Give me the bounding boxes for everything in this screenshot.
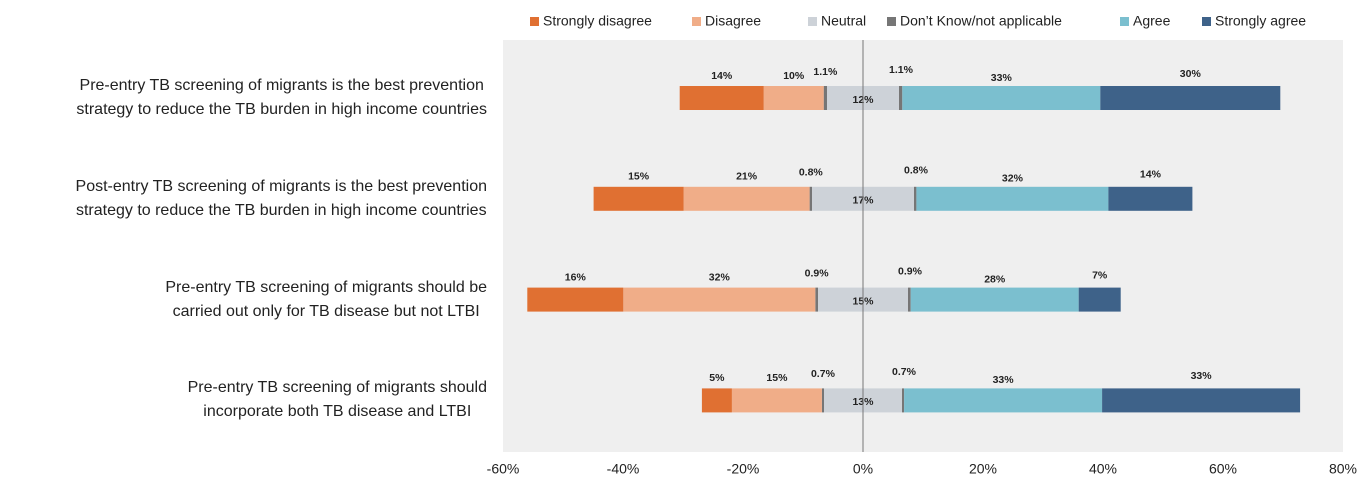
x-tick-label: 60%: [1209, 461, 1237, 477]
bar-segment: [1108, 186, 1193, 211]
value-label: 33%: [991, 72, 1013, 84]
bar-segment: [701, 388, 732, 413]
value-label: 5%: [709, 372, 725, 384]
bar-segment: [815, 287, 818, 312]
legend-label: Agree: [1133, 13, 1171, 29]
category-text: Pre-entry TB screening of migrants shoul…: [187, 379, 487, 421]
bar-segment: [679, 86, 764, 110]
bar-segment: [908, 287, 911, 312]
value-label: 33%: [993, 374, 1015, 386]
value-label: 15%: [628, 171, 650, 183]
bar-segment: [823, 86, 827, 110]
value-label: 32%: [709, 271, 731, 283]
value-label: 0.9%: [805, 267, 830, 279]
bar-segment: [1102, 388, 1301, 413]
legend-label: Strongly disagree: [543, 13, 652, 29]
value-label: 0.7%: [811, 368, 836, 380]
legend-swatch: [887, 17, 896, 26]
value-label: 1.1%: [889, 64, 914, 76]
x-tick-label: 40%: [1089, 461, 1117, 477]
legend-swatch: [1202, 17, 1211, 26]
bar-segment: [527, 287, 624, 312]
value-label: 30%: [1180, 68, 1202, 80]
bar-segment: [916, 186, 1109, 211]
bar-segment: [914, 186, 917, 211]
bar-segment: [821, 388, 824, 413]
value-label: 21%: [736, 171, 758, 183]
category-label: Pre-entry TB screening of migrants shoul…: [0, 376, 487, 424]
value-label: 1.1%: [813, 66, 838, 78]
x-tick-label: -60%: [487, 461, 520, 477]
legend-label: Strongly agree: [1215, 13, 1306, 29]
category-label: Pre-entry TB screening of migrants shoul…: [0, 276, 487, 324]
legend-label: Disagree: [705, 13, 761, 29]
category-text: Pre-entry TB screening of migrants shoul…: [165, 278, 487, 320]
value-label: 0.9%: [898, 265, 923, 277]
legend-label: Neutral: [821, 13, 866, 29]
value-label: 32%: [1002, 173, 1024, 185]
bar-segment: [910, 287, 1079, 312]
bar-segment: [593, 186, 684, 211]
category-label: Post-entry TB screening of migrants is t…: [0, 175, 487, 223]
value-label: 14%: [1140, 169, 1162, 181]
legend-swatch: [1120, 17, 1129, 26]
value-label: 10%: [783, 70, 805, 82]
legend-swatch: [692, 17, 701, 26]
bar-segment: [904, 388, 1103, 413]
bar-segment: [683, 186, 810, 211]
bar-segment: [899, 86, 903, 110]
x-tick-label: 20%: [969, 461, 997, 477]
legend-swatch: [530, 17, 539, 26]
value-label: 14%: [711, 70, 733, 82]
bar-segment: [763, 86, 824, 110]
bar-segment: [1078, 287, 1121, 312]
bar-segment: [902, 388, 905, 413]
value-label: 7%: [1092, 269, 1108, 281]
value-label: 16%: [565, 271, 587, 283]
bar-segment: [1100, 86, 1281, 110]
bar-segment: [902, 86, 1101, 110]
category-text: Post-entry TB screening of migrants is t…: [75, 177, 487, 219]
value-label: 0.8%: [904, 165, 929, 177]
x-tick-label: -40%: [607, 461, 640, 477]
value-label: 15%: [766, 372, 788, 384]
value-label: 0.8%: [799, 167, 824, 179]
legend-swatch: [808, 17, 817, 26]
category-text: Pre-entry TB screening of migrants is th…: [76, 77, 487, 118]
x-tick-label: 0%: [853, 461, 873, 477]
legend-label: Don’t Know/not applicable: [900, 13, 1062, 29]
x-tick-label: 80%: [1329, 461, 1357, 477]
category-label: Pre-entry TB screening of migrants is th…: [0, 74, 487, 122]
value-label: 28%: [984, 273, 1006, 285]
value-label: 0.7%: [892, 366, 917, 378]
x-tick-label: -20%: [727, 461, 760, 477]
bar-segment: [623, 287, 816, 312]
bar-segment: [809, 186, 812, 211]
bar-segment: [731, 388, 822, 413]
value-label: 33%: [1191, 370, 1213, 382]
